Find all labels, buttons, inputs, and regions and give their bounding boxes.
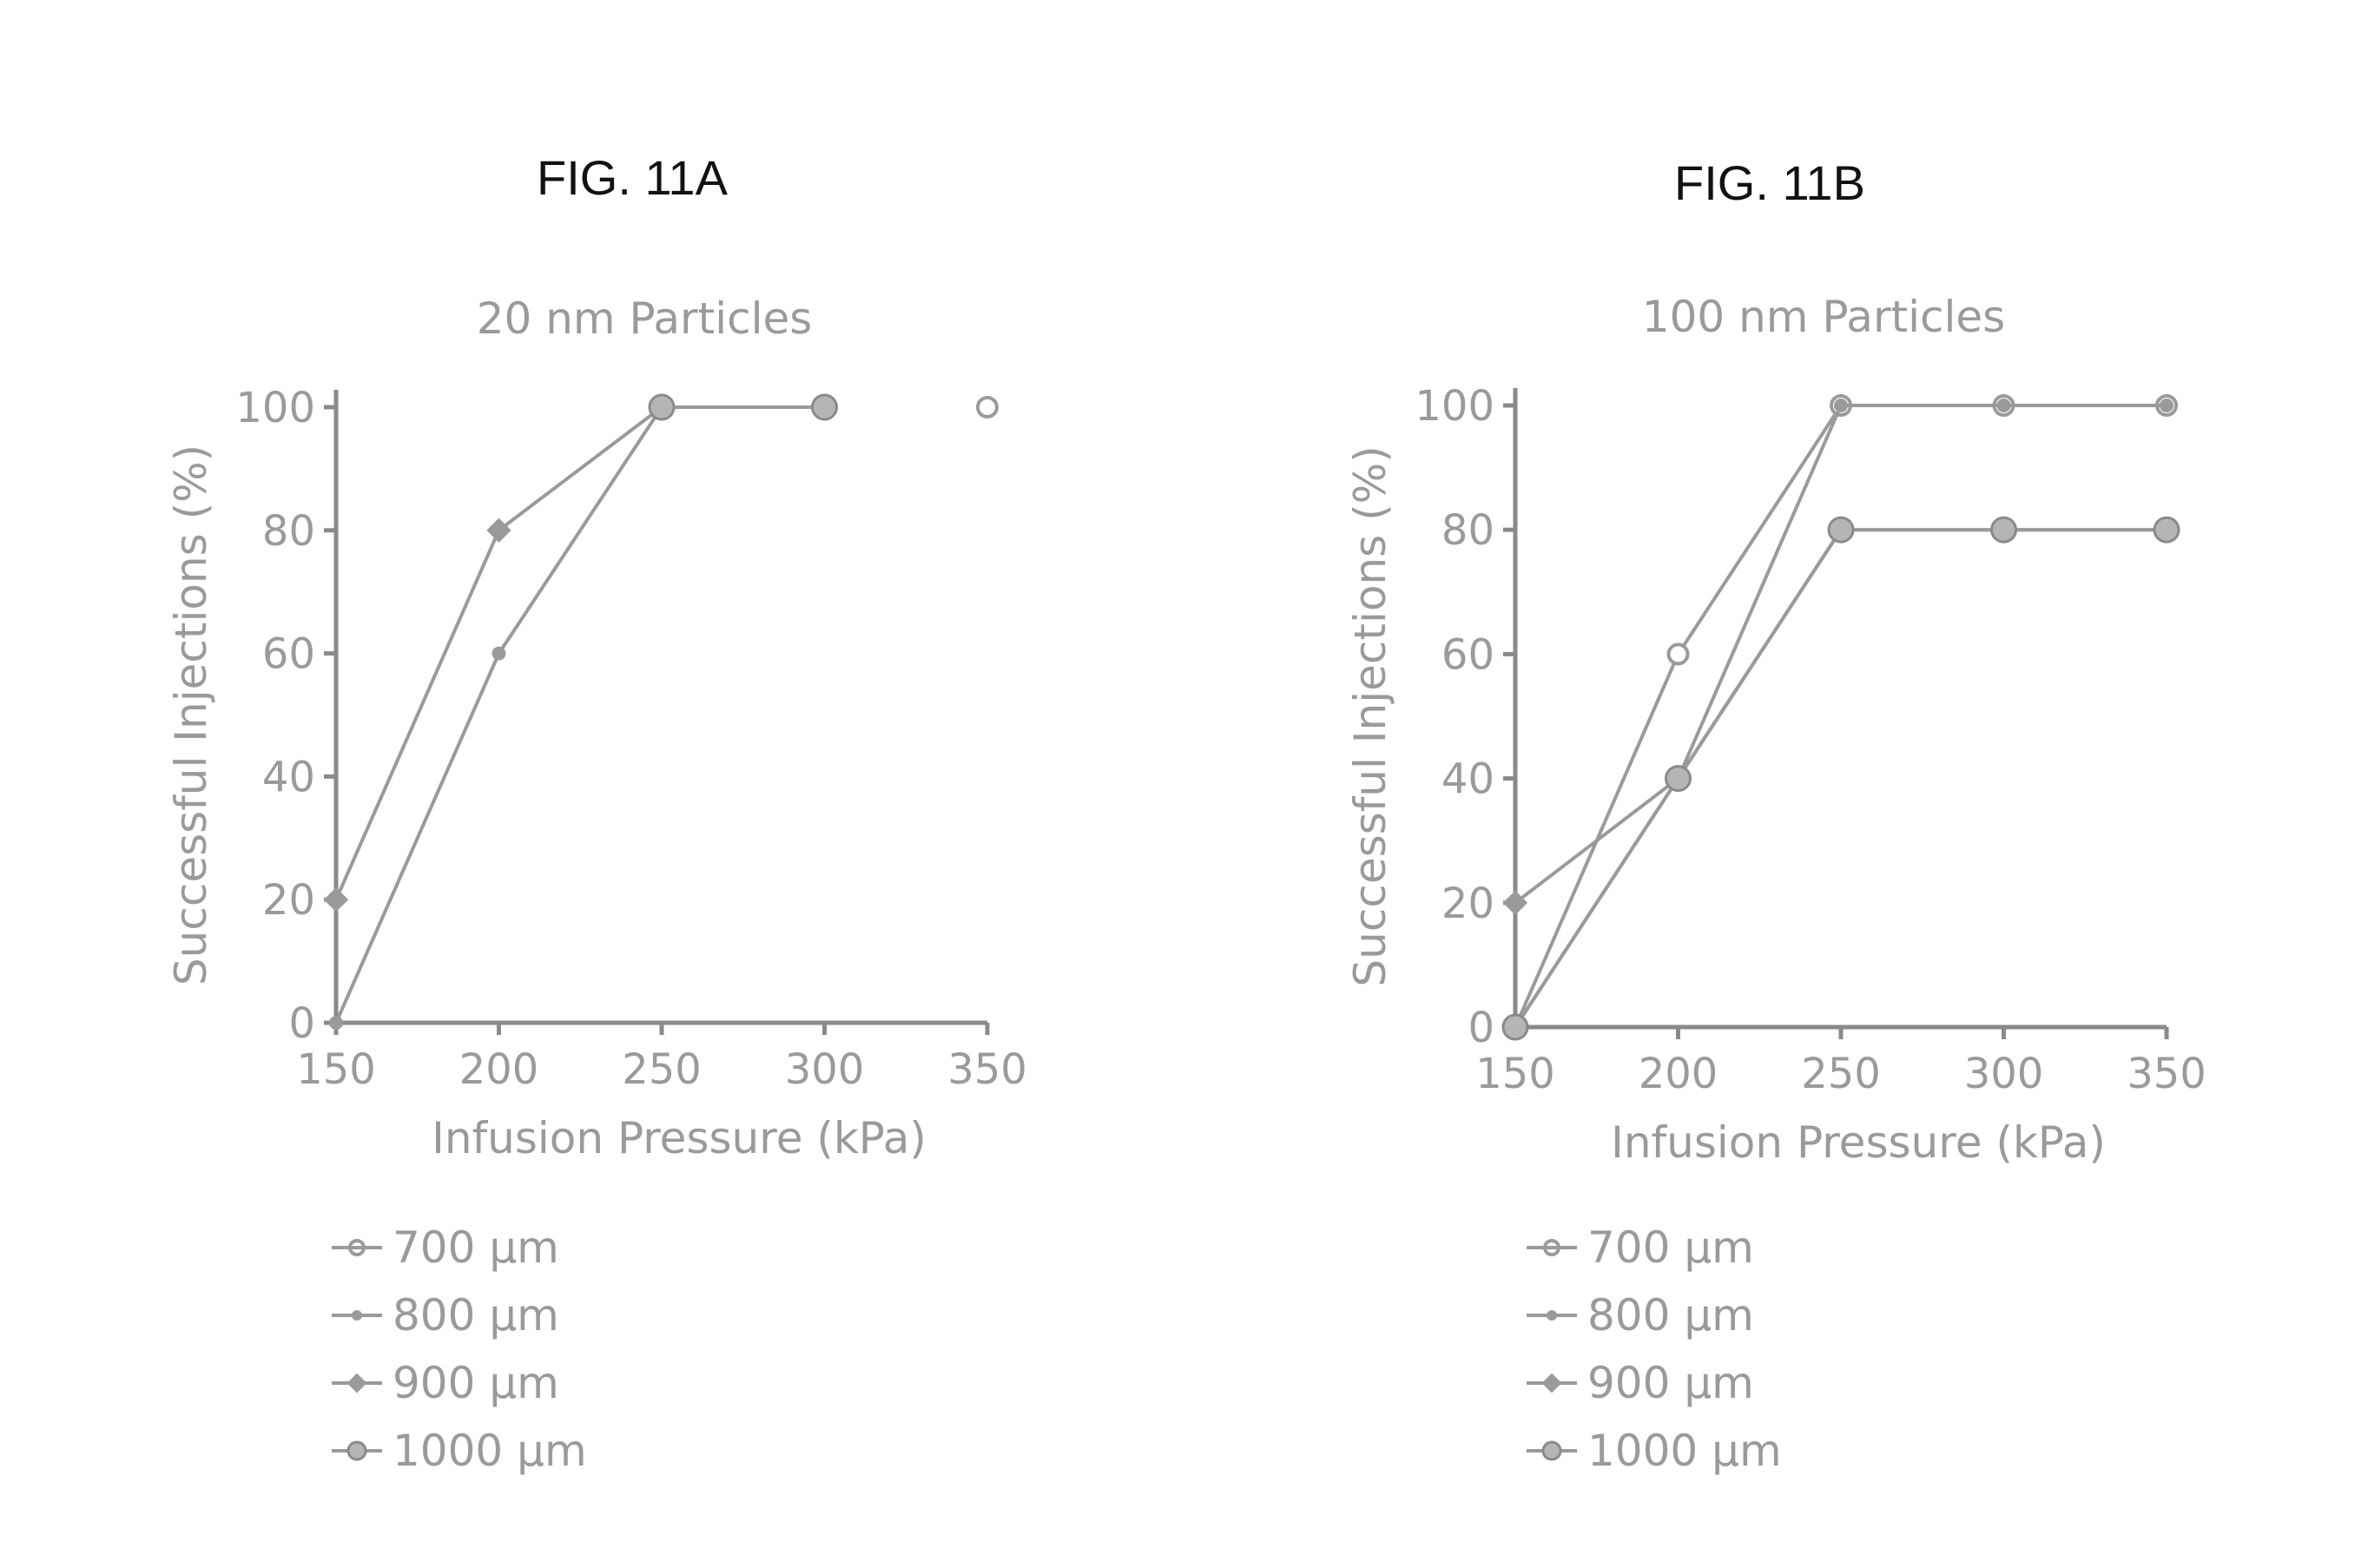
data-point bbox=[1834, 399, 1848, 412]
series-line bbox=[1515, 405, 2167, 1027]
data-point bbox=[492, 647, 506, 661]
data-point bbox=[978, 398, 997, 417]
x-tick-label: 350 bbox=[2127, 1050, 2207, 1098]
legend-swatch bbox=[1525, 1235, 1579, 1261]
y-tick-label: 40 bbox=[262, 753, 315, 801]
legend-item: 800 µm bbox=[1525, 1281, 1782, 1349]
y-tick-label: 80 bbox=[262, 507, 315, 556]
y-tick-label: 20 bbox=[1441, 880, 1494, 928]
legend-item: 1000 µm bbox=[1525, 1417, 1782, 1485]
data-point bbox=[1992, 517, 2016, 542]
data-point bbox=[2154, 517, 2179, 542]
data-point bbox=[813, 395, 837, 419]
series-line bbox=[1515, 405, 2167, 1027]
data-point bbox=[650, 395, 674, 419]
y-tick-label: 40 bbox=[1441, 755, 1494, 804]
series-line bbox=[1515, 530, 2167, 903]
data-point bbox=[1503, 1015, 1527, 1039]
legend-label: 800 µm bbox=[392, 1290, 559, 1341]
legend-swatch bbox=[1525, 1302, 1579, 1328]
legend-label: 700 µm bbox=[392, 1222, 559, 1273]
x-tick-label: 300 bbox=[1964, 1050, 2044, 1098]
y-tick-label: 80 bbox=[1441, 506, 1494, 555]
legend-label: 700 µm bbox=[1587, 1222, 1754, 1273]
y-tick-label: 20 bbox=[262, 876, 315, 925]
x-tick-label: 350 bbox=[947, 1045, 1027, 1094]
legend-label: 900 µm bbox=[392, 1358, 559, 1408]
chart-legend: 700 µm 800 µm 900 µm 1000 µm bbox=[1525, 1214, 1782, 1485]
legend-item: 700 µm bbox=[1525, 1214, 1782, 1281]
legend-item: 900 µm bbox=[330, 1349, 587, 1417]
y-tick-label: 0 bbox=[1468, 1004, 1494, 1052]
x-tick-label: 150 bbox=[1475, 1050, 1555, 1098]
series-line bbox=[336, 407, 662, 1023]
data-point bbox=[1997, 399, 2011, 412]
y-axis-title: Successful Injections (%) bbox=[1345, 445, 1395, 986]
data-point bbox=[1666, 767, 1691, 791]
x-axis-title: Infusion Pressure (kPa) bbox=[432, 1113, 927, 1163]
x-tick-label: 200 bbox=[1639, 1050, 1718, 1098]
legend-item: 900 µm bbox=[1525, 1349, 1782, 1417]
legend-item: 1000 µm bbox=[330, 1417, 587, 1485]
legend-item: 700 µm bbox=[330, 1214, 587, 1281]
x-tick-label: 200 bbox=[459, 1045, 539, 1094]
y-tick-label: 60 bbox=[1441, 630, 1494, 679]
legend-swatch bbox=[330, 1235, 384, 1261]
figure-panel-b: FIG. 11B 100 nm Particles020406080100150… bbox=[1178, 0, 2355, 1568]
x-axis-title: Infusion Pressure (kPa) bbox=[1611, 1117, 2106, 1168]
x-tick-label: 300 bbox=[785, 1045, 865, 1094]
line-chart: 20 nm Particles 0 20 40 60 80 100 150 200 250 300 3… bbox=[0, 0, 1178, 1568]
y-tick-label: 60 bbox=[262, 630, 315, 679]
legend-swatch bbox=[330, 1438, 384, 1464]
chart-legend: 700 µm 800 µm 900 µm 1000 µm bbox=[330, 1214, 587, 1485]
x-tick-label: 250 bbox=[1801, 1050, 1881, 1098]
x-tick-label: 250 bbox=[622, 1045, 702, 1094]
legend-label: 800 µm bbox=[1587, 1290, 1754, 1341]
data-point bbox=[2160, 399, 2174, 412]
figure-panel-a: FIG. 11A 20 nm Particles0204060801001502… bbox=[0, 0, 1178, 1568]
legend-item: 800 µm bbox=[330, 1281, 587, 1349]
x-tick-label: 150 bbox=[296, 1045, 376, 1094]
data-point bbox=[329, 1016, 343, 1030]
legend-label: 1000 µm bbox=[392, 1426, 587, 1476]
y-tick-label: 100 bbox=[235, 384, 315, 432]
data-point bbox=[1669, 644, 1688, 663]
legend-swatch bbox=[330, 1370, 384, 1396]
legend-label: 1000 µm bbox=[1587, 1426, 1782, 1476]
y-tick-label: 0 bbox=[288, 999, 315, 1048]
y-axis-title: Successful Injections (%) bbox=[166, 445, 216, 985]
series-line bbox=[1515, 530, 2167, 1027]
legend-swatch bbox=[1525, 1370, 1579, 1396]
chart-title: 20 nm Particles bbox=[477, 293, 813, 344]
legend-swatch bbox=[1525, 1438, 1579, 1464]
chart-title: 100 nm Particles bbox=[1642, 292, 2005, 342]
legend-label: 900 µm bbox=[1587, 1358, 1754, 1408]
data-point bbox=[1829, 517, 1853, 542]
legend-swatch bbox=[330, 1302, 384, 1328]
data-point bbox=[324, 887, 348, 912]
y-tick-label: 100 bbox=[1415, 382, 1494, 431]
